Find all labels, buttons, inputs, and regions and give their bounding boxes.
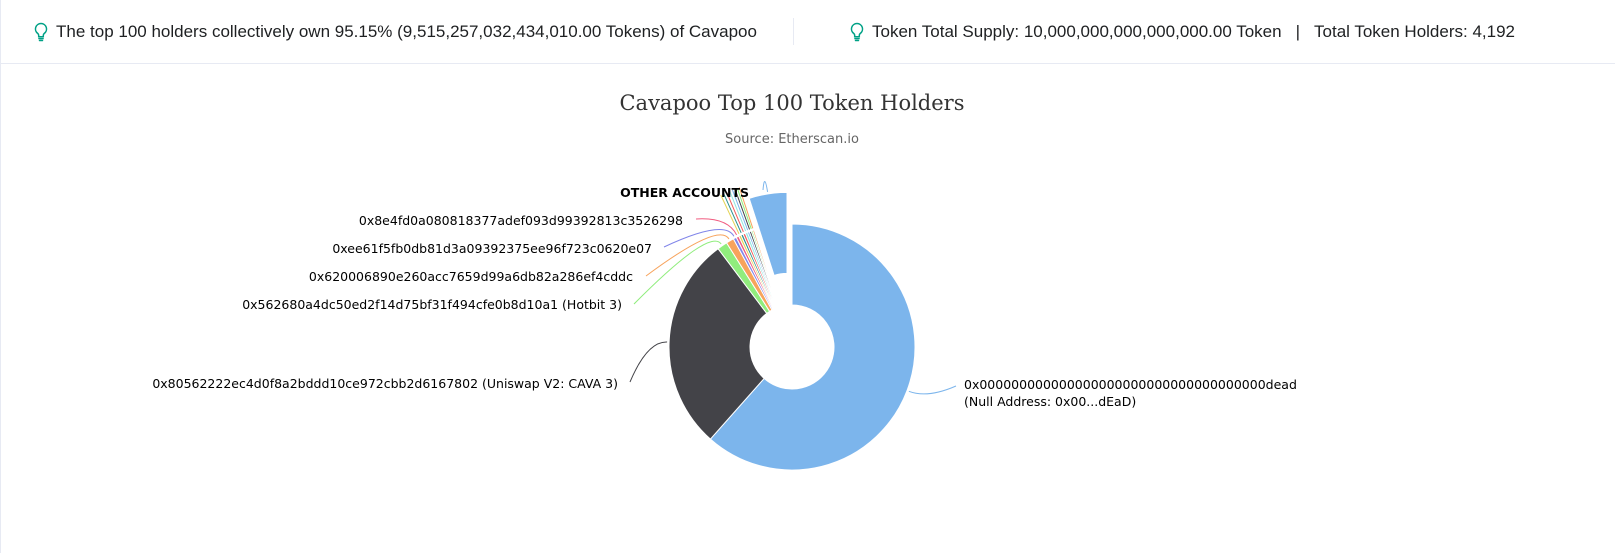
chart-subtitle: Source: Etherscan.io [725,132,859,147]
pie-slice[interactable] [668,247,768,440]
label-connectors [629,181,957,395]
slice-labels: 0x000000000000000000000000000000000000de… [152,185,1297,409]
slice-connector [738,187,754,229]
slice-connector [734,188,751,230]
total-holders-text: Total Token Holders: 4,192 [1314,22,1515,41]
chart-title: Cavapoo Top 100 Token Holders [619,91,964,115]
slice-connector [720,194,740,235]
top-holders-text: The top 100 holders collectively own 95.… [56,22,757,41]
pie-chart-svg: Cavapoo Top 100 Token Holders Source: Et… [152,91,1297,471]
slice-connector [695,218,738,236]
slice-connector [731,189,749,231]
lightbulb-icon [850,22,864,42]
lightbulb-icon [34,22,48,42]
pie-slice[interactable] [709,223,916,471]
slice-label: 0x8e4fd0a080818377adef093d99392813c35262… [359,213,683,228]
slice-label-subtitle: (Null Address: 0x00...dEaD) [964,394,1136,409]
slice-connector [629,341,668,383]
slice-connector [762,181,769,192]
total-supply-text: Token Total Supply: 10,000,000,000,000,0… [872,22,1282,41]
pie-slices [668,191,916,471]
slice-connector [723,193,742,234]
pie-slice[interactable] [752,229,780,308]
slice-label: 0x80562222ec4d0f8a2bddd10ce972cbb2d61678… [152,376,618,391]
holders-chart: Cavapoo Top 100 Token Holders Source: Et… [1,64,1615,553]
slice-connector [736,188,752,229]
stat-separator: | [1295,22,1301,41]
slice-label: 0xee61f5fb0db81d3a09392375ee96f723c0620e… [332,241,652,256]
slice-label: 0x620006890e260acc7659d99a6db82a286ef4cd… [309,269,633,284]
stats-divider [793,18,794,45]
other-accounts-label: OTHER ACCOUNTS [620,185,749,200]
top-holders-stat: The top 100 holders collectively own 95.… [33,0,757,64]
slice-label: 0x562680a4dc50ed2f14d75bf31f494cfe0b8d10… [242,297,622,312]
slice-connector [729,190,747,232]
slice-connector [908,385,957,395]
slice-connector [633,240,722,305]
holder-stats-bar: The top 100 holders collectively own 95.… [1,0,1615,64]
pie-slice[interactable] [748,191,788,277]
slice-label: 0x000000000000000000000000000000000000de… [964,377,1297,392]
slice-connector [663,229,735,248]
supply-stat: Token Total Supply: 10,000,000,000,000,0… [849,0,1515,64]
slice-connector [726,192,744,233]
slice-connector [645,234,730,277]
